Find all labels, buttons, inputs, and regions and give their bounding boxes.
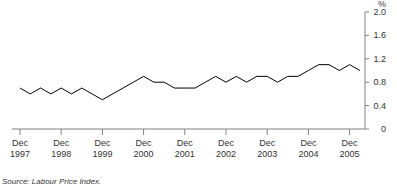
y-tick [365, 82, 369, 83]
x-tick-label-line: Dec [53, 138, 70, 148]
x-tick [349, 129, 350, 135]
y-tick-label: 0.4 [373, 101, 386, 111]
y-tick [365, 12, 369, 13]
x-tick-label-line: Dec [94, 138, 111, 148]
x-tick-label: Dec1997 [10, 138, 30, 159]
x-tick-label-line: 2002 [216, 149, 236, 159]
x-tick [184, 129, 185, 135]
plot-area [20, 65, 360, 100]
x-tick-label: Dec2005 [340, 138, 360, 159]
x-tick-label-line: Dec [300, 138, 317, 148]
x-tick-label: Dec2001 [175, 138, 195, 159]
x-tick-label: Dec2002 [216, 138, 236, 159]
y-tick [365, 105, 369, 106]
x-tick-label-line: 1997 [10, 149, 30, 159]
x-tick-label-line: Dec [12, 138, 29, 148]
x-tick-label-line: Dec [342, 138, 359, 148]
x-tick [102, 129, 103, 135]
y-tick-label: 1.2 [373, 54, 386, 64]
y-tick [365, 58, 369, 59]
x-tick-label: Dec2004 [298, 138, 318, 159]
chart: 00.40.81.21.62.0%Dec1997Dec1998Dec1999De… [0, 0, 397, 189]
x-tick-label-line: 1999 [92, 149, 112, 159]
x-tick-label-line: Dec [177, 138, 194, 148]
source: Source: Labour Price Index. [2, 177, 101, 186]
x-tick-label: Dec2003 [257, 138, 277, 159]
x-tick [61, 129, 62, 135]
y-axis [365, 12, 366, 129]
y-tick [365, 35, 369, 36]
x-tick-label-line: 1998 [51, 149, 71, 159]
x-tick-label-line: 2001 [175, 149, 195, 159]
x-tick-label-line: 2004 [298, 149, 318, 159]
x-tick-label-line: 2000 [134, 149, 154, 159]
x-tick [20, 129, 21, 135]
x-tick [143, 129, 144, 135]
x-tick-label-line: Dec [136, 138, 153, 148]
y-tick-label: 1.6 [373, 30, 386, 40]
x-tick-label-line: Dec [218, 138, 235, 148]
y-tick [365, 129, 369, 130]
x-tick-label: Dec1998 [51, 138, 71, 159]
x-tick-label-line: 2005 [340, 149, 360, 159]
y-tick-label: 0.8 [373, 77, 386, 87]
x-tick-label-line: 2003 [257, 149, 277, 159]
x-tick-label: Dec2000 [134, 138, 154, 159]
x-tick [308, 129, 309, 135]
x-tick-label: Dec1999 [92, 138, 112, 159]
y-axis-label: % [378, 0, 386, 9]
x-axis [12, 129, 365, 130]
x-tick [267, 129, 268, 135]
data-line [20, 65, 360, 100]
y-tick-label: 0 [381, 124, 386, 134]
x-tick-label-line: Dec [259, 138, 276, 148]
x-tick [226, 129, 227, 135]
